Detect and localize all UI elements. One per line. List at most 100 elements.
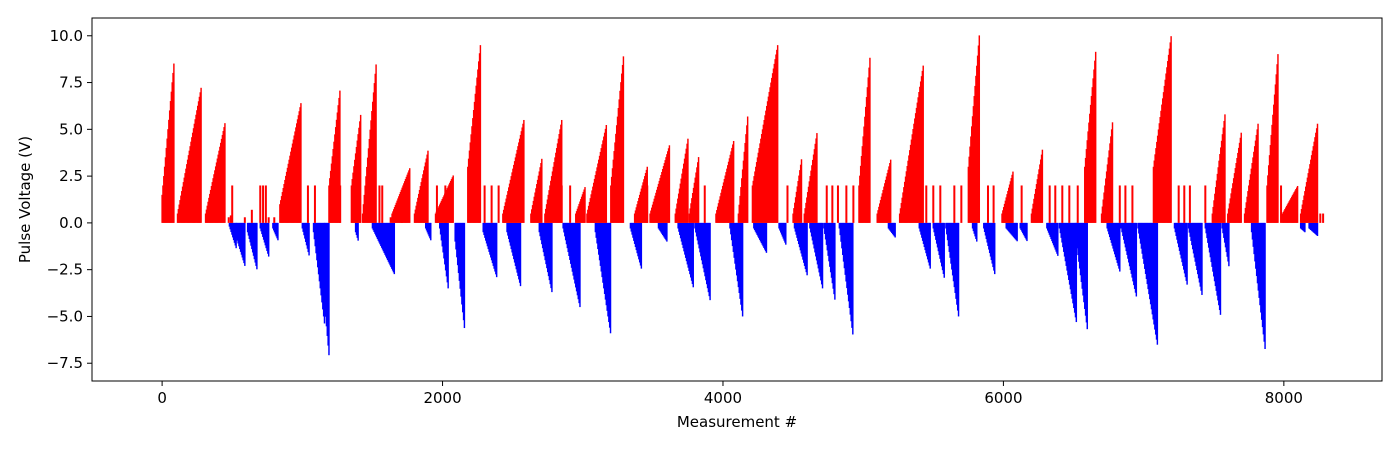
positive-bar [879,203,881,223]
positive-bar [569,185,572,223]
positive-bar [1313,141,1315,223]
negative-bar [698,222,700,249]
negative-bar [706,222,709,289]
positive-bar [1274,84,1277,223]
positive-bar [398,194,401,223]
negative-bar [891,222,893,233]
positive-bar [1250,168,1253,223]
positive-bar [767,96,770,223]
negative-bar [247,222,250,236]
negative-bar [1063,222,1066,257]
negative-bar [983,222,986,233]
negative-bar [550,222,552,289]
negative-bar [794,222,797,232]
positive-bar [425,158,427,223]
negative-bar [252,222,255,256]
negative-bar [249,222,251,243]
positive-bar [582,191,585,223]
negative-bar [1124,222,1127,248]
positive-bar [719,196,721,223]
negative-bar [1052,222,1054,244]
negative-bar [695,222,697,233]
positive-bar [739,195,741,223]
negative-bar [657,222,660,229]
negative-bar [691,222,694,285]
positive-bar [218,150,220,223]
negative-bar [256,222,258,270]
positive-bar [336,112,339,223]
positive-bar [550,176,553,223]
positive-bar [1007,190,1009,223]
positive-bar [295,127,297,223]
positive-bar [1251,163,1253,223]
positive-bar [604,128,607,223]
positive-bar [902,192,904,223]
positive-bar [283,183,285,223]
positive-bar [213,174,215,223]
positive-bar [1033,198,1035,223]
positive-bar [763,119,765,223]
positive-bar [418,189,421,223]
negative-bar [608,222,610,323]
negative-bar [1128,222,1131,267]
negative-bar [1257,222,1260,291]
negative-bar [797,222,800,245]
negative-bar [800,222,802,254]
negative-bar [1050,222,1052,240]
negative-bar [314,222,316,247]
negative-bar [1198,222,1201,283]
positive-bar [610,185,612,223]
positive-bar [743,151,746,223]
positive-bar [364,185,366,223]
positive-bar [758,148,760,223]
negative-bar [541,222,543,245]
positive-bar [1309,164,1311,223]
positive-bar [703,185,706,223]
positive-bar [1204,185,1207,223]
negative-bar [383,222,385,254]
negative-bar [934,222,936,237]
positive-bar [298,111,300,223]
positive-bar [615,133,617,223]
negative-bar [953,222,956,288]
positive-bar [612,159,615,223]
positive-bar [1103,192,1105,223]
negative-bar [824,222,827,240]
positive-bar [414,209,417,223]
positive-bar [1285,205,1288,223]
negative-bar [327,222,329,346]
negative-bar [633,222,636,244]
positive-bar [165,147,168,223]
negative-bar [386,222,389,261]
positive-bar [970,136,972,223]
positive-bar [633,213,636,223]
positive-bar [1164,79,1166,223]
positive-bar [199,92,201,223]
positive-bar [1303,195,1305,223]
negative-bar [630,222,632,232]
positive-bar [176,213,179,223]
positive-bar [1118,185,1121,223]
y-tick-label: −7.5 [47,354,83,372]
negative-bar [939,222,941,259]
negative-bar [455,222,457,250]
negative-bar [490,222,492,258]
negative-bar [1192,222,1195,254]
positive-bar [221,134,224,223]
positive-bar [730,151,732,223]
negative-bar [1187,222,1190,229]
positive-bar [1232,178,1235,223]
positive-bar [264,185,267,223]
positive-bar [794,197,797,223]
positive-bar [732,144,734,223]
negative-bar [485,222,488,244]
negative-bar [793,222,796,229]
negative-bar [635,222,638,251]
positive-bar [1216,173,1219,223]
positive-bar [509,179,512,223]
negative-bar [985,222,988,240]
negative-bar [829,222,832,273]
x-axis-label: Measurement # [677,413,797,431]
positive-bar [1094,51,1097,223]
negative-bar [1260,222,1262,313]
